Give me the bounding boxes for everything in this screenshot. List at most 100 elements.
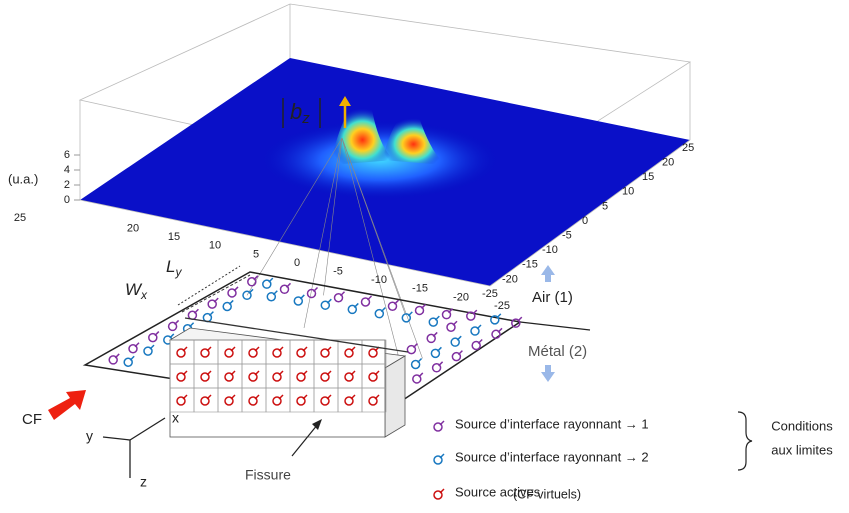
source-arrow [130,356,134,360]
z-tick-label: 0 [64,194,70,206]
source-arrow [422,304,426,308]
z-unit: (u.a.) [8,171,38,186]
ly-label: Ly [166,257,182,279]
diagram: bz (u.a.) 02462520151050-5-10-15-20-2525… [0,0,849,513]
y-tick-label: -10 [542,244,558,256]
source-arrow [135,343,139,347]
source-arrow [381,308,385,312]
source [413,373,423,383]
legend-label: Source d’interface rayonnant → 1 [455,416,649,431]
source-arrow [341,292,345,296]
y-tick-label: 5 [602,200,608,212]
x-tick-label: -15 [412,283,428,295]
source-arrow [300,295,304,299]
x-tick-label: 0 [294,257,300,269]
source-arrow [439,362,443,366]
source-arrow [314,288,318,292]
y-tick-label: 25 [682,142,694,154]
source-arrow [478,339,482,343]
source [281,283,291,293]
group-label: Conditions [771,418,833,433]
source [129,343,139,353]
y-tick-label: -20 [502,273,518,285]
wx-sub: x [140,288,148,302]
x-tick-label: 20 [127,223,139,235]
source [433,362,443,372]
legend-note: (CF virtuels) [513,487,581,501]
source [447,321,457,331]
source-arrow [194,309,198,313]
source [248,276,258,286]
source [375,308,385,318]
source-arrow [457,336,461,340]
source [491,314,501,324]
axis [130,418,165,440]
source-arrow [497,314,501,318]
source-arrow [498,328,502,332]
source-arrow [115,354,119,358]
y-tick-label: 15 [642,171,654,183]
source-arrow [453,321,457,325]
source-arrow [368,296,372,300]
axis-y: y [86,428,93,444]
axis [103,437,130,440]
ly-main: L [166,257,175,276]
source-arrow [234,287,238,291]
fissure-label: Fissure [245,467,291,483]
source [321,299,331,309]
source-arrow [273,291,277,295]
source-arrow [408,312,412,316]
cf-arrow [48,390,86,420]
source [223,300,233,310]
source-arrow [170,334,174,338]
source-arrow [214,298,218,302]
y-tick-label: 20 [662,157,674,169]
up-arrow [541,265,555,282]
ly-sub: y [174,265,182,279]
source [389,300,399,310]
source [149,332,159,342]
source [109,354,119,364]
source [407,344,417,354]
source [451,336,461,346]
source [124,356,134,366]
x-tick-label: -20 [453,291,469,303]
source-arrow [229,300,233,304]
legend-label: Source d’interface rayonnant → 2 [455,449,649,464]
x-tick-label: 10 [209,240,221,252]
source [429,316,439,326]
legend-symbol [434,454,444,464]
field-main: b [290,99,302,124]
source-arrow [209,312,213,316]
source-arrow [254,276,258,280]
axis-x: x [172,410,179,426]
brace [738,412,752,470]
source [348,303,358,313]
source-arrow [440,454,444,458]
source-arrow [327,299,331,303]
source-arrow [433,332,437,336]
source [169,320,179,330]
source [427,332,437,342]
source [228,287,238,297]
metal-label: Métal (2) [528,343,587,360]
y-tick-label: 10 [622,186,634,198]
legend-symbol [434,421,444,431]
wx-label: Wx [125,280,148,302]
source-arrow [413,344,417,348]
y-tick-label: -5 [562,230,572,242]
source [471,325,481,335]
source-arrow [269,278,273,282]
x-tick-label: 25 [14,212,26,224]
source [362,296,372,306]
source [243,289,253,299]
source-arrow [354,303,358,307]
source [412,359,422,369]
source-arrow [190,323,194,327]
source [467,310,477,320]
source-arrow [440,421,444,425]
z-tick-label: 6 [64,149,70,161]
source [443,309,453,319]
source [144,345,154,355]
source-arrow [477,325,481,329]
